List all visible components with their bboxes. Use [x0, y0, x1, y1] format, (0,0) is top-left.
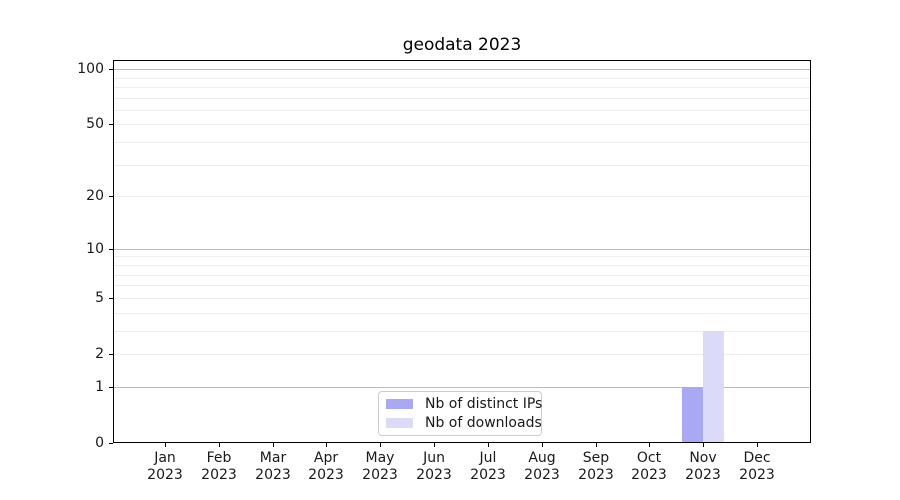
y-tick-mark-2	[109, 354, 113, 355]
y-tick-label-2: 2	[95, 346, 104, 362]
x-tick-mark-feb	[219, 443, 220, 447]
x-tick-mark-mar	[273, 443, 274, 447]
x-tick-month-apr: Apr	[313, 450, 339, 466]
x-tick-mark-nov	[703, 443, 704, 447]
x-tick-year-dec: 2023	[739, 467, 775, 483]
y-tick-mark-100	[109, 69, 113, 70]
y-tick-mark-50	[109, 124, 113, 125]
gridline-minor-3	[113, 331, 811, 332]
x-tick-year-jun: 2023	[416, 467, 452, 483]
y-tick-label-5: 5	[95, 290, 104, 306]
legend-swatch-downloads-icon	[386, 417, 413, 428]
gridline-minor-50	[113, 124, 811, 125]
x-tick-year-apr: 2023	[308, 467, 344, 483]
x-tick-month-mar: Mar	[259, 450, 287, 466]
gridline-minor-70	[113, 98, 811, 99]
x-tick-month-jan: Jan	[154, 450, 176, 466]
x-tick-month-nov: Nov	[689, 450, 717, 466]
x-tick-label-may: May 2023	[348, 450, 412, 484]
y-tick-mark-0	[109, 443, 113, 444]
x-tick-year-jan: 2023	[147, 467, 183, 483]
x-tick-month-feb: Feb	[206, 450, 232, 466]
x-tick-year-feb: 2023	[201, 467, 237, 483]
gridline-minor-4	[113, 313, 811, 314]
x-tick-month-aug: Aug	[528, 450, 556, 466]
x-tick-month-oct: Oct	[636, 450, 662, 466]
gridline-major-100	[113, 69, 811, 70]
x-tick-year-mar: 2023	[255, 467, 291, 483]
gridline-minor-6	[113, 285, 811, 286]
x-tick-label-oct: Oct 2023	[617, 450, 681, 484]
x-tick-year-jul: 2023	[470, 467, 506, 483]
x-tick-label-apr: Apr 2023	[294, 450, 358, 484]
y-tick-label-1: 1	[95, 379, 104, 395]
legend-label-downloads: Nb of downloads	[425, 414, 542, 431]
x-tick-label-jul: Jul 2023	[456, 450, 520, 484]
x-tick-mark-aug	[542, 443, 543, 447]
x-tick-label-feb: Feb 2023	[187, 450, 251, 484]
x-tick-mark-jan	[165, 443, 166, 447]
y-tick-mark-5	[109, 298, 113, 299]
x-tick-mark-apr	[326, 443, 327, 447]
x-tick-mark-jul	[488, 443, 489, 447]
gridline-minor-30	[113, 165, 811, 166]
legend-swatch-distinct-ips-icon	[386, 399, 413, 410]
legend: Nb of distinct IPs Nb of downloads	[378, 391, 542, 436]
y-tick-label-10: 10	[86, 241, 104, 257]
gridline-minor-7	[113, 275, 811, 276]
x-tick-label-jun: Jun 2023	[402, 450, 466, 484]
y-tick-label-0: 0	[95, 435, 104, 451]
x-tick-label-aug: Aug 2023	[510, 450, 574, 484]
x-tick-year-may: 2023	[362, 467, 398, 483]
x-tick-label-nov: Nov 2023	[671, 450, 735, 484]
x-tick-label-sep: Sep 2023	[564, 450, 628, 484]
x-tick-month-dec: Dec	[743, 450, 771, 466]
x-tick-year-nov: 2023	[685, 467, 721, 483]
gridline-minor-60	[113, 110, 811, 111]
gridline-minor-40	[113, 142, 811, 143]
gridline-minor-80	[113, 87, 811, 88]
x-tick-month-sep: Sep	[582, 450, 610, 466]
x-tick-mark-sep	[596, 443, 597, 447]
y-tick-label-50: 50	[86, 116, 104, 132]
x-tick-year-aug: 2023	[524, 467, 560, 483]
x-tick-year-oct: 2023	[631, 467, 667, 483]
gridline-major-1	[113, 387, 811, 388]
x-tick-label-jan: Jan 2023	[133, 450, 197, 484]
x-tick-month-may: May	[365, 450, 395, 466]
bar-nb-of-distinct-ips-nov	[682, 387, 703, 443]
y-tick-label-20: 20	[86, 188, 104, 204]
x-tick-month-jul: Jul	[479, 450, 497, 466]
y-tick-label-100: 100	[77, 61, 104, 77]
x-tick-mark-jun	[434, 443, 435, 447]
x-tick-label-mar: Mar 2023	[241, 450, 305, 484]
x-tick-label-dec: Dec 2023	[725, 450, 789, 484]
y-tick-mark-20	[109, 196, 113, 197]
x-tick-year-sep: 2023	[578, 467, 614, 483]
x-tick-month-jun: Jun	[423, 450, 445, 466]
bar-nb-of-downloads-nov	[703, 331, 724, 443]
gridline-minor-20	[113, 196, 811, 197]
gridline-minor-5	[113, 298, 811, 299]
y-tick-mark-1	[109, 387, 113, 388]
x-tick-mark-oct	[649, 443, 650, 447]
legend-row-downloads: Nb of downloads	[386, 415, 542, 431]
gridline-minor-90	[113, 78, 811, 79]
gridline-minor-8	[113, 265, 811, 266]
gridline-minor-2	[113, 354, 811, 355]
gridline-major-10	[113, 249, 811, 250]
legend-label-distinct-ips: Nb of distinct IPs	[425, 396, 543, 413]
gridline-minor-9	[113, 256, 811, 257]
x-tick-mark-may	[380, 443, 381, 447]
y-tick-mark-10	[109, 249, 113, 250]
legend-row-distinct-ips: Nb of distinct IPs	[386, 396, 542, 412]
chart-title: geodata 2023	[402, 35, 522, 55]
x-tick-mark-dec	[757, 443, 758, 447]
